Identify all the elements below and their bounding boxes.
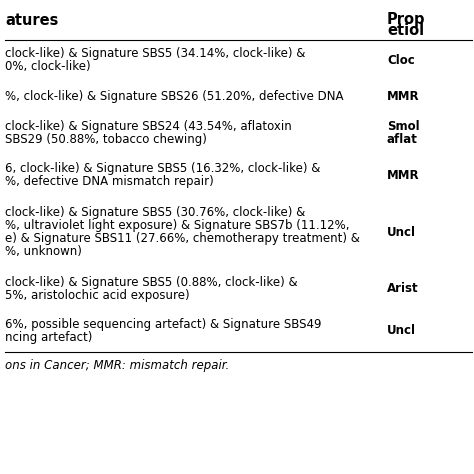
Text: clock-like) & Signature SBS5 (34.14%, clock-like) &: clock-like) & Signature SBS5 (34.14%, cl… xyxy=(5,47,305,60)
Text: SBS29 (50.88%, tobacco chewing): SBS29 (50.88%, tobacco chewing) xyxy=(5,133,207,146)
Text: 6, clock-like) & Signature SBS5 (16.32%, clock-like) &: 6, clock-like) & Signature SBS5 (16.32%,… xyxy=(5,162,320,175)
Text: e) & Signature SBS11 (27.66%, chemotherapy treatment) &: e) & Signature SBS11 (27.66%, chemothera… xyxy=(5,232,360,245)
Text: ons in Cancer; MMR: mismatch repair.: ons in Cancer; MMR: mismatch repair. xyxy=(5,359,229,373)
Text: %, clock-like) & Signature SBS26 (51.20%, defective DNA: %, clock-like) & Signature SBS26 (51.20%… xyxy=(5,90,344,102)
Text: clock-like) & Signature SBS5 (0.88%, clock-like) &: clock-like) & Signature SBS5 (0.88%, clo… xyxy=(5,276,298,289)
Text: Arist: Arist xyxy=(387,283,419,295)
Text: Cloc: Cloc xyxy=(387,54,415,66)
Text: %, unknown): %, unknown) xyxy=(5,245,82,258)
Text: Uncl: Uncl xyxy=(387,325,416,337)
Text: clock-like) & Signature SBS5 (30.76%, clock-like) &: clock-like) & Signature SBS5 (30.76%, cl… xyxy=(5,206,305,219)
Text: Uncl: Uncl xyxy=(387,226,416,238)
Text: Prop: Prop xyxy=(387,12,426,27)
Text: Smol: Smol xyxy=(387,120,419,133)
Text: 0%, clock-like): 0%, clock-like) xyxy=(5,60,91,73)
Text: atures: atures xyxy=(5,12,58,27)
Text: 5%, aristolochic acid exposure): 5%, aristolochic acid exposure) xyxy=(5,289,190,302)
Text: %, defective DNA mismatch repair): %, defective DNA mismatch repair) xyxy=(5,175,214,188)
Text: 6%, possible sequencing artefact) & Signature SBS49: 6%, possible sequencing artefact) & Sign… xyxy=(5,318,321,331)
Text: MMR: MMR xyxy=(387,168,419,182)
Text: ncing artefact): ncing artefact) xyxy=(5,331,92,344)
Text: MMR: MMR xyxy=(387,90,419,102)
Text: aflat: aflat xyxy=(387,133,418,146)
Text: clock-like) & Signature SBS24 (43.54%, aflatoxin: clock-like) & Signature SBS24 (43.54%, a… xyxy=(5,120,292,133)
Text: etiol: etiol xyxy=(387,23,424,38)
Text: %, ultraviolet light exposure) & Signature SBS7b (11.12%,: %, ultraviolet light exposure) & Signatu… xyxy=(5,219,349,232)
